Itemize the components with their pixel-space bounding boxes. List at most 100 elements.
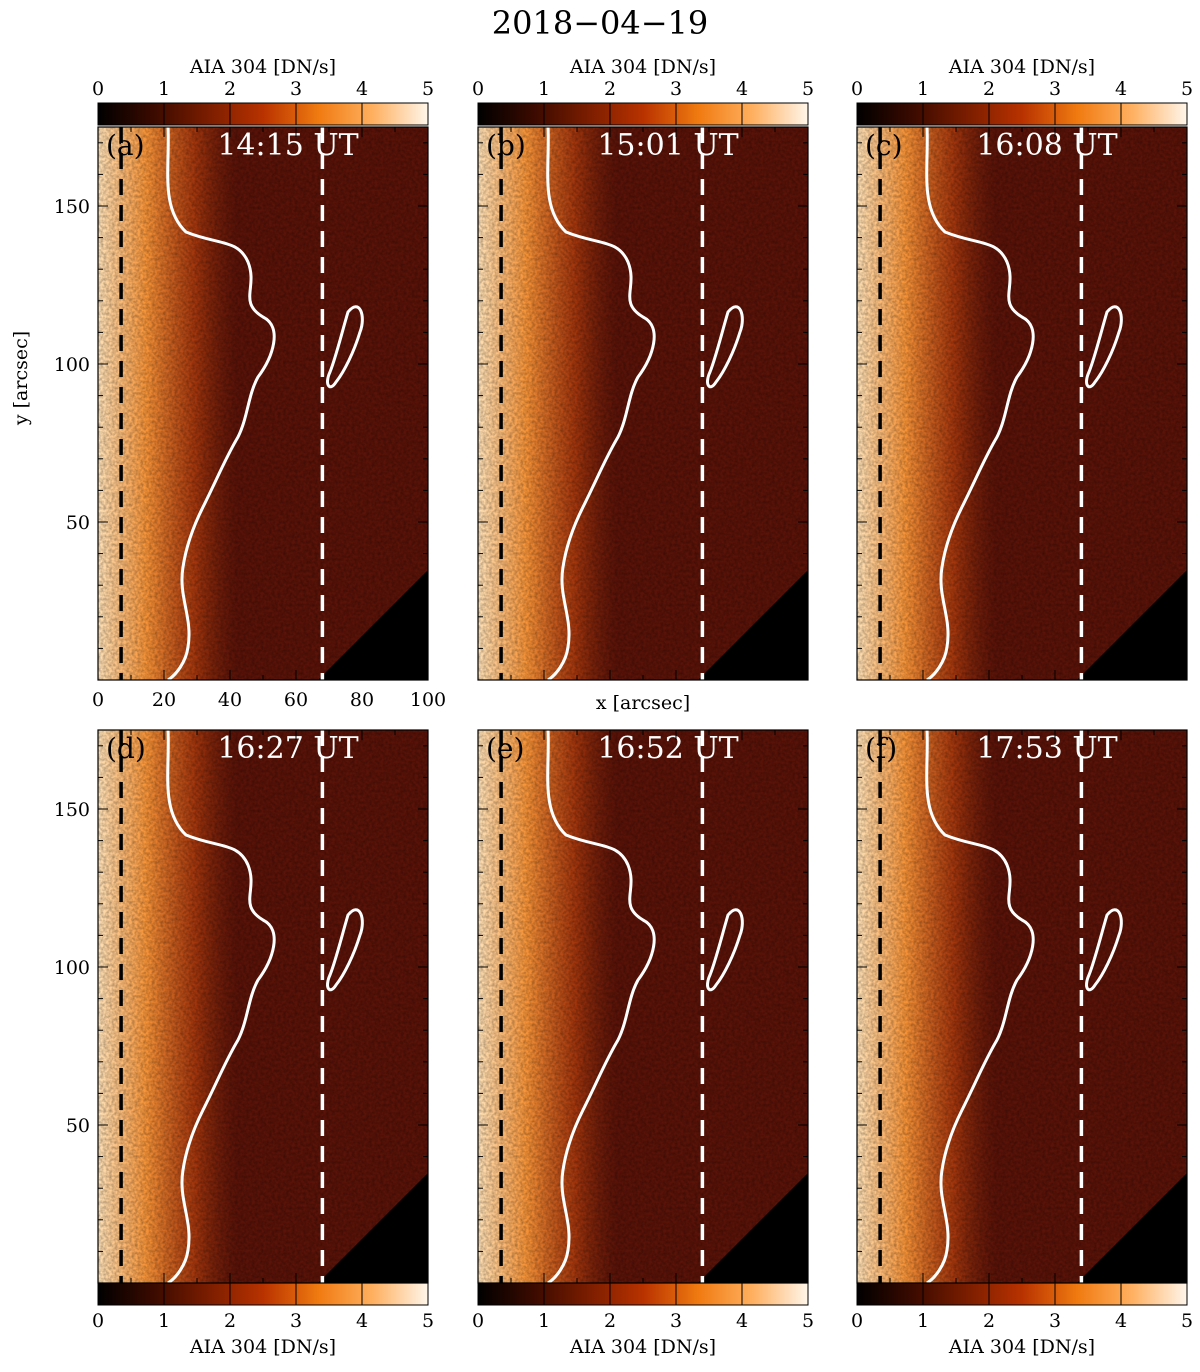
colorbar-tick-label: 5 (1181, 1310, 1193, 1332)
colorbar-tick-label: 3 (290, 78, 302, 100)
contour-main (925, 730, 1035, 1283)
y-tick-label: 150 (54, 196, 90, 218)
colorbar-tick-label: 5 (1181, 78, 1193, 100)
colorbar-tick-label: 3 (1049, 1310, 1061, 1332)
image-noise (478, 730, 808, 1283)
y-tick-label: 100 (54, 354, 90, 376)
figure-title: 2018−04−19 (492, 4, 709, 42)
panel-image (98, 127, 428, 680)
y-axis-label: y [arcsec] (10, 331, 32, 426)
colorbar-top-2: 0 1 2 3 4 5 AIA 304 [DN/s] (851, 56, 1193, 126)
panel-tag: (d) (106, 732, 146, 765)
panel-tag: (f) (865, 732, 897, 765)
colorbar-tick-label: 5 (802, 1310, 814, 1332)
colorbar-bottom-1: 0 1 2 3 4 5 AIA 304 [DN/s] (472, 1282, 814, 1358)
y-tick-label: 150 (54, 799, 90, 821)
x-axis-label: x [arcsec] (596, 692, 690, 714)
contour-island (326, 305, 364, 389)
x-tick-label: 0 (92, 689, 104, 711)
contour-island (1085, 305, 1123, 389)
colorbar-tick-label: 2 (604, 78, 616, 100)
image-noise (478, 127, 808, 680)
colorbar-bar (477, 1282, 809, 1306)
panel-image (857, 730, 1187, 1283)
colorbar-tick-label: 4 (736, 78, 748, 100)
colorbar-tick-label: 0 (472, 1310, 484, 1332)
colorbar-title: AIA 304 [DN/s] (948, 1336, 1095, 1358)
contour-main (166, 127, 276, 680)
colorbar-tick-label: 3 (670, 78, 682, 100)
colorbar-tick-label: 1 (538, 78, 550, 100)
colorbar-title: AIA 304 [DN/s] (569, 56, 716, 78)
colorbar-tick-label: 1 (538, 1310, 550, 1332)
colorbar-tick-label: 0 (851, 78, 863, 100)
x-tick-label: 20 (152, 689, 176, 711)
panel-tag: (e) (486, 732, 524, 765)
colorbar-tick-label: 4 (1115, 78, 1127, 100)
colorbar-tick-label: 0 (472, 78, 484, 100)
panel-c: (c) 16:08 UT (856, 126, 1188, 681)
panel-image (857, 127, 1187, 680)
y-tick-label: 100 (54, 957, 90, 979)
colorbar-title: AIA 304 [DN/s] (189, 56, 336, 78)
colorbar-tick-label: 4 (356, 1310, 368, 1332)
image-noise (98, 730, 428, 1283)
colorbar-tick-label: 4 (736, 1310, 748, 1332)
colorbar-bar (97, 102, 429, 126)
colorbar-bar (856, 1282, 1188, 1306)
panel-d: (d) 16:27 UT 50 100 150 (54, 729, 429, 1284)
x-tick-label: 60 (284, 689, 308, 711)
colorbar-bar (856, 102, 1188, 126)
corner-mask (318, 1173, 428, 1283)
colorbar-tick-label: 0 (92, 78, 104, 100)
colorbar-top-0: 0 1 2 3 4 5 AIA 304 [DN/s] (92, 56, 434, 126)
panel-image (478, 127, 808, 680)
colorbar-title: AIA 304 [DN/s] (569, 1336, 716, 1358)
panel-a: (a) 14:15 UT 50 100 150 0 20 40 60 80 100 (54, 126, 446, 711)
panel-e: (e) 16:52 UT (477, 729, 809, 1284)
contour-main (546, 127, 656, 680)
colorbar-tick-label: 3 (670, 1310, 682, 1332)
corner-mask (698, 570, 808, 680)
panel-image (478, 730, 808, 1283)
panel-time: 16:27 UT (217, 731, 358, 766)
contour-main (546, 730, 656, 1283)
colorbar-tick-label: 1 (917, 78, 929, 100)
panel-time: 16:08 UT (976, 128, 1117, 163)
colorbar-tick-label: 5 (422, 1310, 434, 1332)
panel-f: (f) 17:53 UT (856, 729, 1188, 1284)
contour-island (706, 908, 744, 992)
colorbar-bottom-0: 0 1 2 3 4 5 AIA 304 [DN/s] (92, 1282, 434, 1358)
panel-tag: (c) (865, 129, 903, 162)
colorbar-top-1: 0 1 2 3 4 5 AIA 304 [DN/s] (472, 56, 814, 126)
colorbar-bar (477, 102, 809, 126)
colorbar-tick-label: 2 (224, 1310, 236, 1332)
colorbar-tick-label: 5 (422, 78, 434, 100)
colorbar-tick-label: 1 (158, 78, 170, 100)
contour-island (326, 908, 364, 992)
panel-image (98, 730, 428, 1283)
colorbar-tick-label: 2 (604, 1310, 616, 1332)
image-noise (857, 127, 1187, 680)
image-noise (98, 127, 428, 680)
contour-island (1085, 908, 1123, 992)
corner-mask (318, 570, 428, 680)
colorbar-tick-label: 0 (851, 1310, 863, 1332)
image-noise (857, 730, 1187, 1283)
colorbar-tick-label: 2 (983, 78, 995, 100)
colorbar-tick-label: 2 (983, 1310, 995, 1332)
x-tick-label: 80 (350, 689, 374, 711)
corner-mask (698, 1173, 808, 1283)
contour-main (166, 730, 276, 1283)
colorbar-bottom-2: 0 1 2 3 4 5 AIA 304 [DN/s] (851, 1282, 1193, 1358)
colorbar-tick-label: 5 (802, 78, 814, 100)
panel-time: 15:01 UT (597, 128, 738, 163)
colorbar-tick-label: 4 (356, 78, 368, 100)
x-tick-label: 100 (410, 689, 446, 711)
contour-island (706, 305, 744, 389)
panel-b: (b) 15:01 UT (477, 126, 809, 681)
colorbar-tick-label: 3 (290, 1310, 302, 1332)
colorbar-bar (97, 1282, 429, 1306)
